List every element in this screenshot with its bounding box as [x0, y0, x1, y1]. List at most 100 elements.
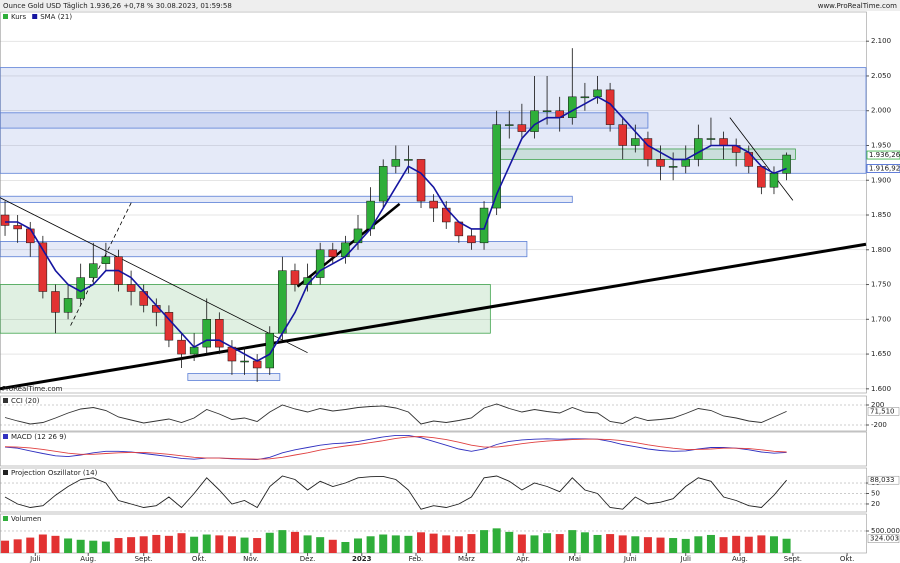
volume-bar [517, 534, 526, 553]
zone [0, 112, 649, 129]
volume-bar [1, 540, 10, 553]
y-tick-label: 1.750 [871, 281, 891, 289]
x-tick-label: Okt. [192, 555, 207, 563]
volume-bar [442, 535, 451, 553]
legend-label: Projection Oszillator (14) [11, 469, 98, 477]
volume-bar [769, 536, 778, 553]
panel-frame [0, 395, 867, 432]
candle-body [580, 96, 590, 99]
panel-frame [0, 467, 867, 513]
candle-body [404, 159, 413, 161]
series-line [4, 436, 787, 460]
volume-bar [51, 535, 60, 553]
trend-line [0, 242, 867, 391]
candle-body [240, 360, 249, 363]
volume-bar [782, 538, 791, 553]
candle-body [479, 207, 489, 244]
y-tick-label: 1.800 [871, 246, 891, 254]
x-tick-label: Feb. [409, 555, 424, 563]
legend-label: SMA (21) [40, 13, 72, 21]
volume-bar [253, 538, 262, 553]
candle-body [278, 270, 287, 334]
legend-label: Volumen [11, 515, 41, 523]
legend-label: CCI (20) [11, 397, 40, 405]
last-value-label: 324.003 [870, 535, 899, 543]
volume-bar [643, 537, 652, 553]
candle-body [89, 263, 98, 278]
volume-bar [744, 536, 753, 553]
volume-bar [593, 534, 602, 553]
volume-bar [227, 536, 236, 553]
last-value-label: 71,510 [870, 407, 895, 415]
series-line [4, 403, 787, 425]
x-tick-label: Mai [569, 555, 581, 563]
candle-body [13, 225, 22, 230]
volume-bar [290, 531, 299, 553]
volume-bar [543, 533, 552, 553]
volume-bar [127, 537, 136, 553]
volume-bar [555, 534, 564, 553]
volume-bar [101, 541, 110, 553]
x-tick-label: 2023 [352, 555, 372, 563]
volume-bar [681, 538, 690, 553]
candle-body [215, 319, 224, 348]
candle-body [378, 166, 388, 202]
volume-bar [190, 536, 199, 553]
x-tick-label: Juli [680, 555, 691, 563]
x-tick-label: Aug. [80, 555, 96, 563]
y-tick-label: 20 [871, 500, 880, 508]
volume-bar [706, 534, 715, 553]
y-tick-label: 500.000 [871, 527, 900, 535]
volume-bar [505, 531, 514, 553]
candle-body [391, 159, 401, 167]
candle-body [719, 138, 728, 146]
y-tick-label: 2.100 [871, 37, 891, 45]
volume-bar [379, 534, 388, 553]
legend-label: MACD (12 26 9) [11, 433, 67, 441]
volume-bar [492, 528, 501, 553]
legend-swatch [3, 14, 8, 19]
x-tick-label: Okt. [840, 555, 855, 563]
volume-bar [656, 537, 665, 553]
last-value-label: 88,033 [870, 476, 895, 484]
candle-body [593, 89, 602, 98]
candle-body [467, 235, 476, 244]
zone [0, 241, 528, 258]
candle-body [782, 154, 791, 174]
x-tick-label: Juli [29, 555, 40, 563]
candle-body [681, 159, 690, 167]
candle-body [101, 256, 111, 264]
x-tick-label: Sept. [135, 555, 153, 563]
volume-bar [64, 538, 73, 553]
x-tick-label: Apr. [516, 555, 530, 563]
candle-body [505, 124, 514, 126]
candle-body [38, 242, 48, 292]
zone [0, 195, 573, 203]
candle-body [643, 138, 653, 160]
x-tick-label: Nov. [243, 555, 258, 563]
price-label: 1.916,92 [869, 164, 900, 172]
zone [187, 373, 281, 381]
y-tick-label: 1.850 [871, 211, 891, 219]
volume-bar [177, 533, 186, 553]
volume-bar [366, 536, 375, 553]
last-value-box [867, 407, 900, 416]
y-tick-label: 200 [871, 401, 884, 409]
series-line [4, 475, 787, 510]
volume-bar [580, 532, 589, 553]
price-label: 1.936,26 [869, 151, 900, 159]
candle-body [328, 249, 338, 257]
volume-bar [265, 532, 274, 553]
volume-bar [13, 539, 22, 553]
volume-bar [631, 536, 640, 553]
volume-bar [618, 535, 627, 553]
x-tick-label: Aug. [732, 555, 748, 563]
volume-bar [530, 535, 539, 553]
candle-body [668, 166, 678, 168]
header-bar [0, 0, 900, 11]
volume-bar [719, 537, 728, 553]
volume-bar [429, 533, 438, 553]
volume-bar [316, 537, 325, 553]
volume-bar [26, 537, 35, 553]
y-tick-label: 1.700 [871, 315, 891, 323]
